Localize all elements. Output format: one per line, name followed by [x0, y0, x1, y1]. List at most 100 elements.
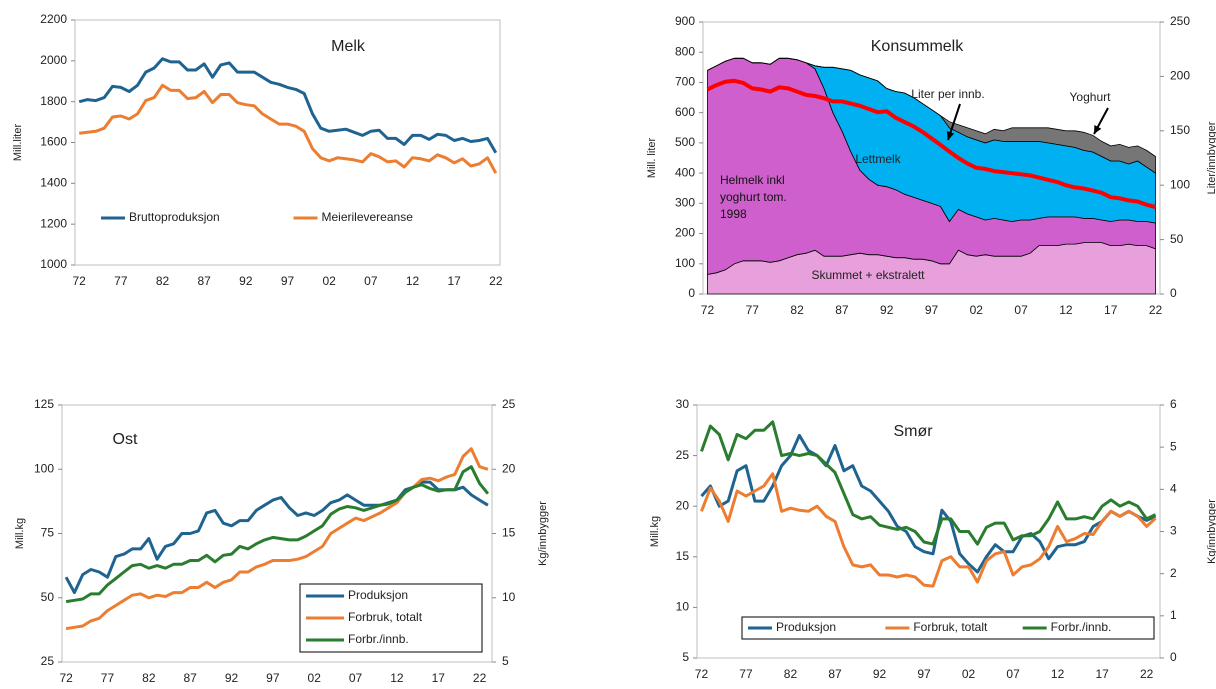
x-tick-label: 77 [746, 303, 760, 317]
x-tick-label: 22 [1149, 303, 1163, 317]
legend-label: Bruttoproduksjon [129, 210, 220, 224]
y2-axis-title: Kg/innbygger [1206, 499, 1216, 564]
x-tick-label: 82 [156, 274, 170, 288]
y-tick-label: 2000 [40, 53, 67, 67]
data-line [700, 420, 1157, 546]
x-tick-label: 97 [925, 303, 939, 317]
y-tick-label: 30 [676, 397, 690, 411]
y2-tick-label: 50 [1170, 232, 1184, 246]
y2-tick-label: 0 [1170, 286, 1177, 300]
x-tick-label: 82 [784, 667, 798, 681]
y2-tick-label: 2 [1170, 566, 1177, 580]
x-tick-label: 12 [1051, 667, 1065, 681]
legend-label: Forbr./innb. [1051, 620, 1112, 634]
x-tick-label: 87 [835, 303, 849, 317]
legend-label: Produksjon [348, 588, 408, 602]
y2-tick-label: 100 [1170, 177, 1190, 191]
x-tick-label: 02 [322, 274, 336, 288]
y-tick-label: 25 [41, 654, 55, 668]
y-tick-label: 500 [675, 135, 695, 149]
area-label: Lettmelk [855, 152, 901, 166]
chart-title: Konsummelk [871, 38, 964, 55]
y-tick-label: 1800 [40, 94, 67, 108]
y2-tick-label: 25 [502, 397, 516, 411]
y-tick-label: 125 [34, 397, 54, 411]
x-tick-label: 87 [828, 667, 842, 681]
y2-tick-label: 5 [1170, 439, 1177, 453]
y2-tick-label: 15 [502, 526, 516, 540]
x-tick-label: 07 [349, 671, 363, 685]
area-label: Helmelk inkl yoghurt tom. 1998 [720, 173, 787, 221]
chart-title: Ost [113, 431, 138, 448]
y-tick-label: 75 [41, 526, 55, 540]
x-tick-label: 17 [432, 671, 446, 685]
x-tick-label: 77 [114, 274, 128, 288]
area-label: Liter per innb. [911, 87, 984, 101]
data-line [78, 57, 498, 154]
x-tick-label: 82 [790, 303, 804, 317]
y-axis-title: Mill. liter [646, 138, 658, 179]
legend-label: Forbruk, totalt [348, 610, 423, 624]
x-tick-label: 92 [873, 667, 887, 681]
area-label: Yoghurt [1070, 90, 1112, 104]
x-tick-label: 87 [197, 274, 211, 288]
y2-tick-label: 3 [1170, 524, 1177, 538]
x-tick-label: 07 [1014, 303, 1028, 317]
y2-axis-title: Kg/innbygger [537, 501, 549, 566]
x-tick-label: 92 [880, 303, 894, 317]
y-axis-title: Mill.liter [12, 124, 24, 162]
data-line [700, 433, 1157, 574]
x-tick-label: 02 [970, 303, 984, 317]
x-tick-label: 87 [183, 671, 197, 685]
y2-tick-label: 10 [502, 590, 516, 604]
y2-tick-label: 250 [1170, 14, 1190, 28]
y-tick-label: 200 [675, 226, 695, 240]
x-tick-label: 07 [1006, 667, 1020, 681]
y2-tick-label: 20 [502, 461, 516, 475]
legend-frame [741, 616, 1155, 640]
y-tick-label: 1200 [40, 216, 67, 230]
data-line [65, 465, 490, 604]
y-tick-label: 600 [675, 105, 695, 119]
plot-area [74, 19, 501, 266]
y2-tick-label: 4 [1170, 482, 1177, 496]
y-tick-label: 50 [41, 590, 55, 604]
arrow-head [946, 131, 955, 140]
chart-title: Smør [893, 423, 933, 440]
x-tick-label: 12 [1059, 303, 1073, 317]
x-tick-label: 22 [473, 671, 487, 685]
x-tick-label: 12 [390, 671, 404, 685]
data-line [706, 78, 1156, 209]
y2-axis-title: Liter/innbygger [1206, 121, 1216, 194]
y2-tick-label: 150 [1170, 123, 1190, 137]
data-line [700, 472, 1157, 588]
x-tick-label: 12 [406, 274, 420, 288]
y-tick-label: 1000 [40, 257, 67, 271]
y2-tick-label: 0 [1170, 650, 1177, 664]
y-tick-label: 100 [34, 461, 54, 475]
y2-tick-label: 1 [1170, 608, 1177, 622]
legend-label: Forbr./innb. [348, 632, 409, 646]
x-tick-label: 02 [962, 667, 976, 681]
x-tick-label: 92 [225, 671, 239, 685]
y-tick-label: 15 [676, 549, 690, 563]
y-axis-title: Mill.kg [14, 518, 26, 549]
legend-label: Forbruk, totalt [913, 620, 988, 634]
data-line [79, 83, 498, 174]
x-tick-label: 17 [1104, 303, 1118, 317]
x-tick-label: 77 [101, 671, 115, 685]
x-tick-label: 97 [266, 671, 280, 685]
y-tick-label: 300 [675, 196, 695, 210]
x-tick-label: 72 [59, 671, 73, 685]
y-tick-label: 2200 [40, 12, 67, 26]
y2-tick-label: 5 [502, 654, 509, 668]
x-tick-label: 02 [308, 671, 322, 685]
y-tick-label: 900 [675, 14, 695, 28]
y-tick-label: 1600 [40, 135, 67, 149]
x-tick-label: 17 [1095, 667, 1109, 681]
y-tick-label: 700 [675, 75, 695, 89]
x-tick-label: 22 [1140, 667, 1154, 681]
y-tick-label: 20 [676, 498, 690, 512]
